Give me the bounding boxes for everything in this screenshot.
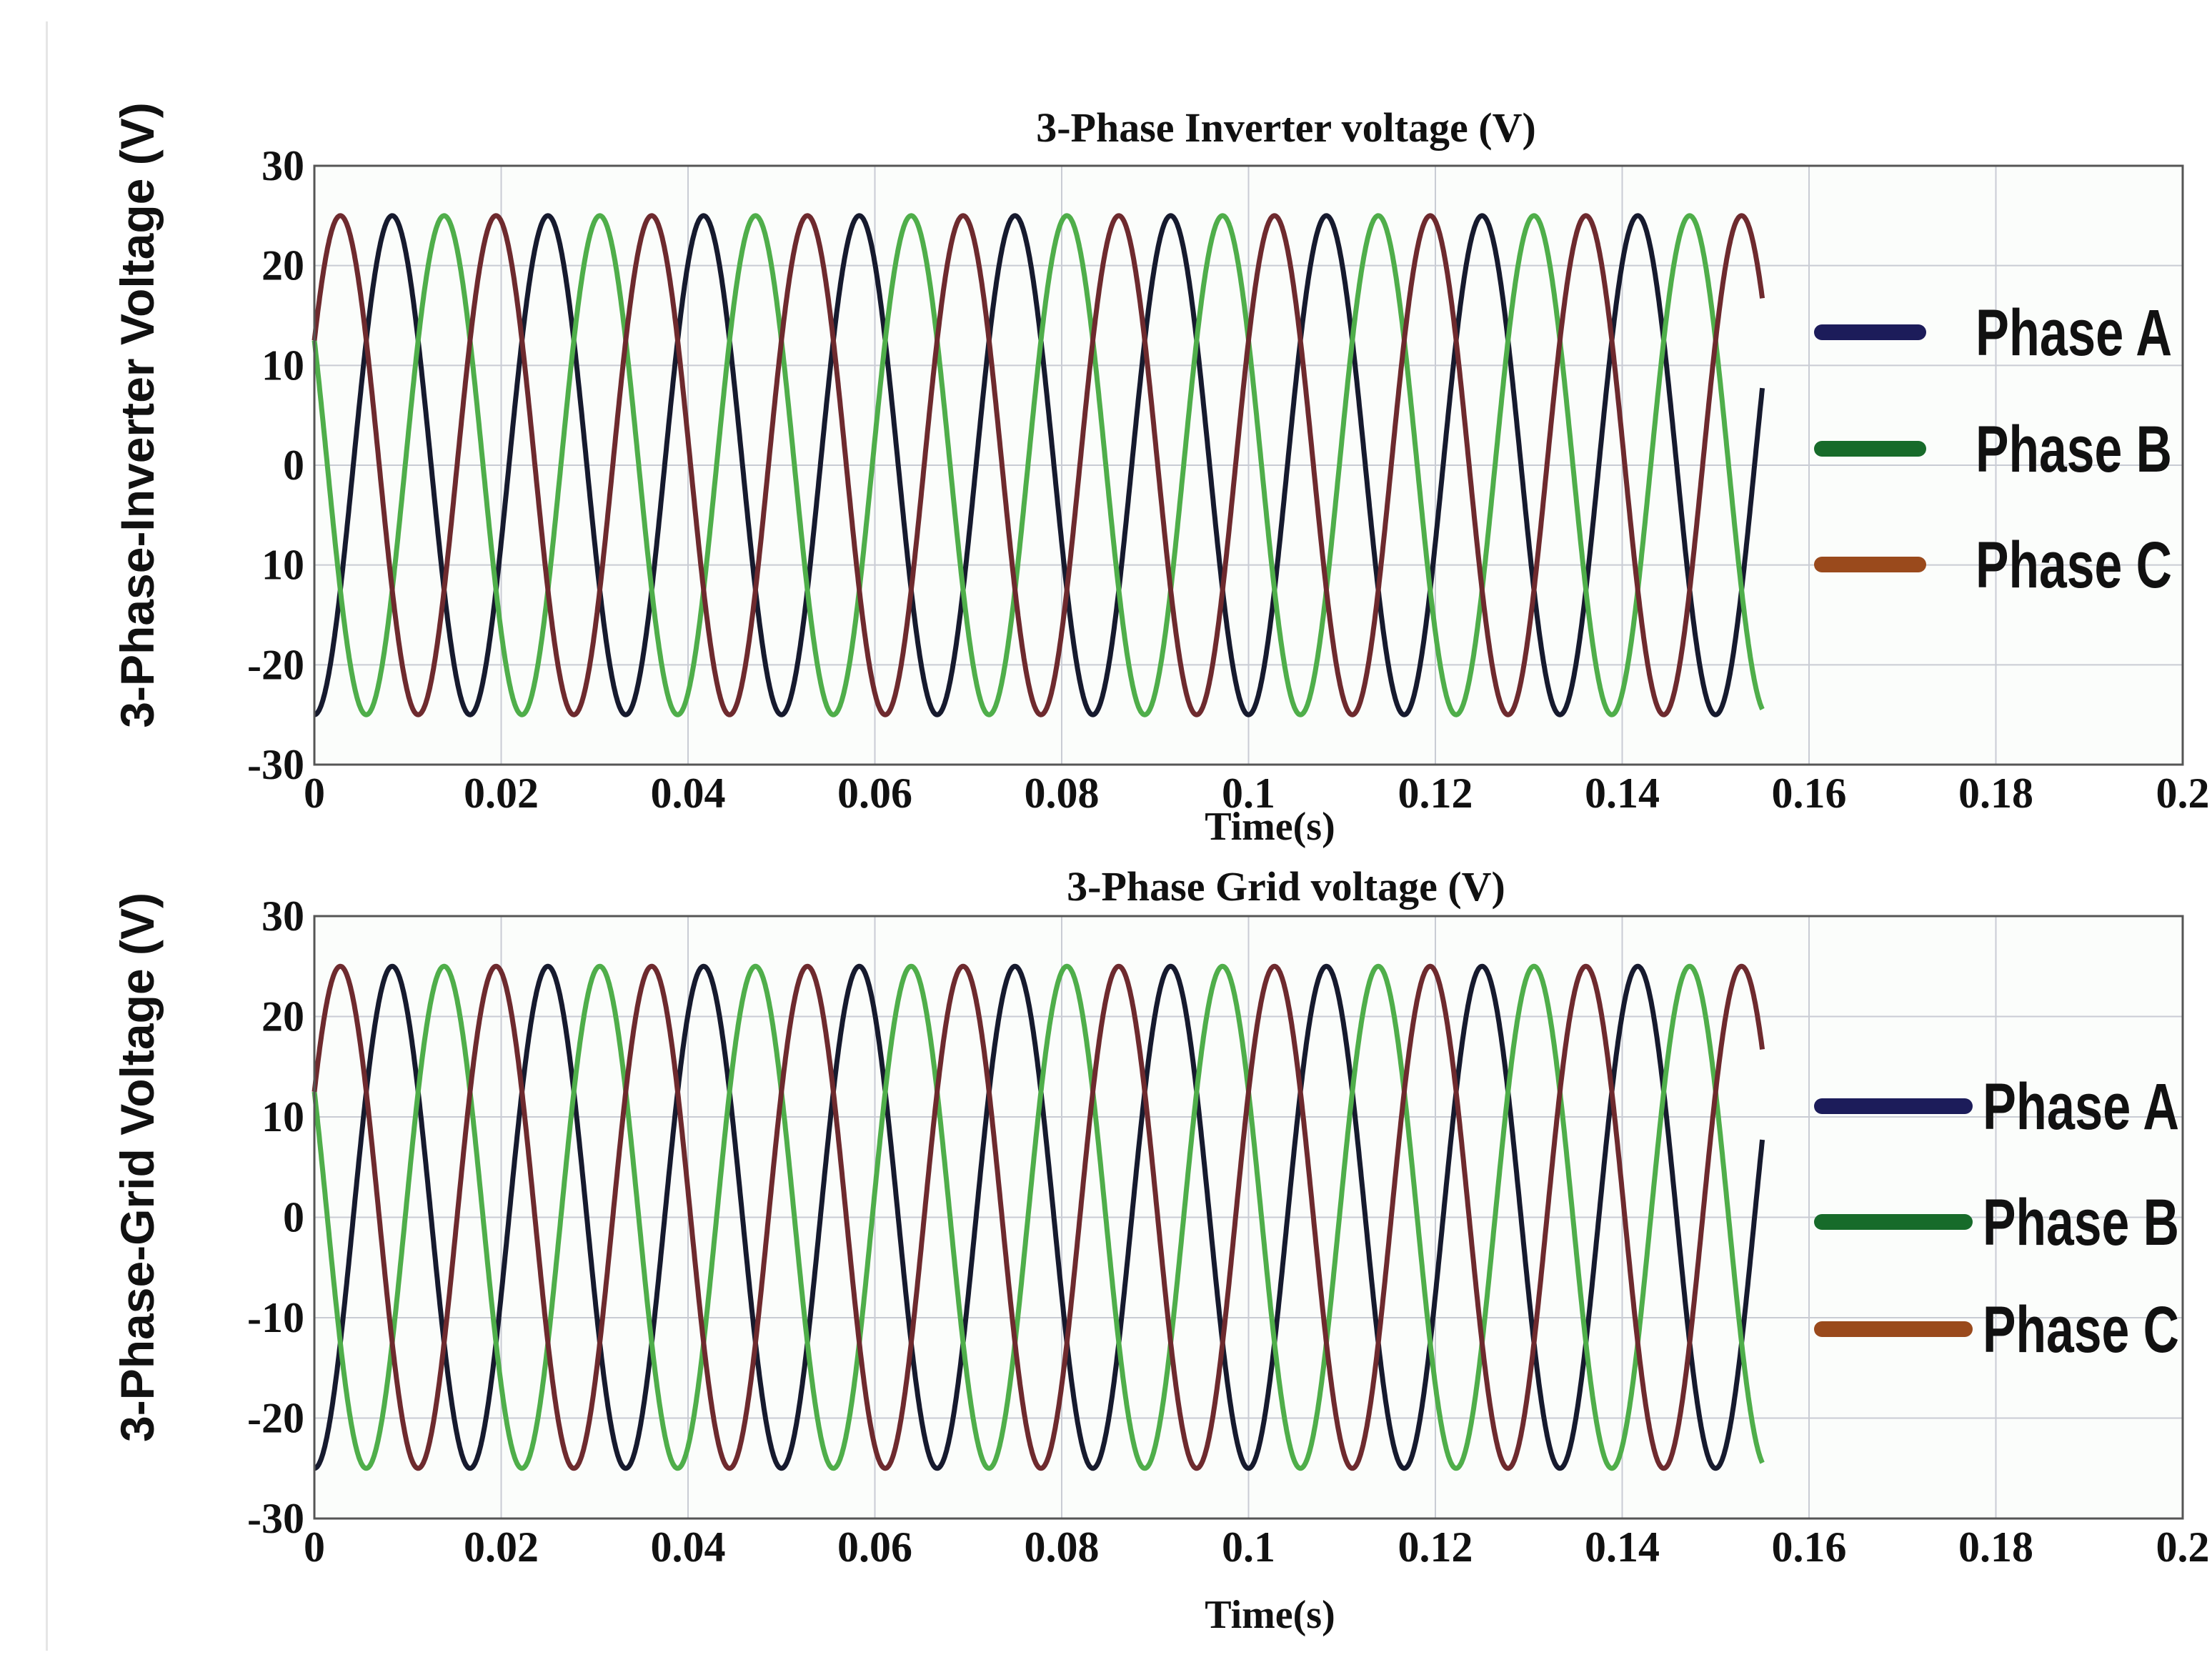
x-tick-label: 0.2 <box>2156 1524 2210 1571</box>
x-tick-label: 0.16 <box>1772 1524 1847 1571</box>
x-tick-label: 0.14 <box>1585 770 1660 817</box>
series-line-phase-a <box>312 213 1765 717</box>
y-axis-label: 3-Phase-Grid Voltage (V) <box>111 893 164 1442</box>
x-tick-label: 0.06 <box>837 770 912 817</box>
x-tick-label: 0.08 <box>1025 770 1100 817</box>
y-tick-label: -30 <box>247 1495 304 1542</box>
y-tick-label: 20 <box>261 242 304 289</box>
y-tick-label: 0 <box>283 1194 304 1241</box>
x-tick-label: 0.18 <box>1958 770 2033 817</box>
x-tick-label: 0 <box>304 770 325 817</box>
x-tick-label: 0.14 <box>1585 1524 1660 1571</box>
legend-label: Phase C <box>1976 529 2172 602</box>
x-tick-label: 0.08 <box>1025 1524 1100 1571</box>
series-line-phase-c <box>312 963 1765 1471</box>
series-line-phase-b <box>312 213 1765 717</box>
x-tick-label: 0.04 <box>651 1524 726 1571</box>
x-tick-label: 0.12 <box>1398 770 1473 817</box>
y-tick-label: 10 <box>261 342 304 389</box>
y-tick-label: -30 <box>247 741 304 788</box>
axes-frame <box>313 915 2184 1520</box>
chart-title: 3-Phase Grid voltage (V) <box>1067 863 1505 910</box>
chart-title: 3-Phase Inverter voltage (V) <box>1036 104 1536 151</box>
legend-label: Phase A <box>1983 1070 2179 1143</box>
x-tick-label: 0.18 <box>1958 1524 2033 1571</box>
legend-label: Phase B <box>1983 1186 2179 1259</box>
series-line-phase-b <box>312 963 1765 1471</box>
series-line-phase-a <box>312 963 1765 1471</box>
x-tick-label: 0.1 <box>1222 770 1275 817</box>
x-tick-label: 0.2 <box>2156 770 2210 817</box>
x-tick-label: 0.04 <box>651 770 726 817</box>
x-tick-label: 0.1 <box>1222 1524 1275 1571</box>
y-tick-label: 30 <box>261 893 304 940</box>
y-tick-label: 10 <box>261 542 304 589</box>
legend-label: Phase A <box>1976 297 2172 369</box>
chart-1: 0 0.02 0.04 0.06 0.08 0.1 0.12 0.14 0.16 0.18 0.2 3… <box>111 102 2210 849</box>
x-tick-label: 0 <box>304 1524 325 1571</box>
axes-frame <box>313 164 2184 766</box>
y-tick-label: 0 <box>283 442 304 489</box>
x-tick-label: 0.06 <box>837 1524 912 1571</box>
y-tick-label: 30 <box>261 142 304 189</box>
x-tick-label: 0.12 <box>1398 1524 1473 1571</box>
x-axis-label: Time(s) <box>1205 1593 1335 1637</box>
series-line-phase-c <box>312 213 1765 717</box>
legend-label: Phase B <box>1976 413 2172 486</box>
chart-2: 0 0.02 0.04 0.06 0.08 0.1 0.12 0.14 0.16 0.18 0.2 3… <box>111 863 2210 1637</box>
y-axis-label: 3-Phase-Inverter Voltage (V) <box>111 102 164 727</box>
y-tick-label: -20 <box>247 1395 304 1442</box>
x-tick-label: 0.02 <box>464 1524 539 1571</box>
x-tick-label: 0.02 <box>464 770 539 817</box>
y-tick-label: 20 <box>261 993 304 1040</box>
x-axis-label: Time(s) <box>1205 805 1335 849</box>
y-tick-label: -20 <box>247 641 304 688</box>
y-tick-label: -10 <box>247 1294 304 1341</box>
y-tick-label: 10 <box>261 1093 304 1140</box>
legend-label: Phase C <box>1983 1293 2179 1366</box>
left-border-line <box>46 21 48 1651</box>
x-tick-label: 0.16 <box>1772 770 1847 817</box>
